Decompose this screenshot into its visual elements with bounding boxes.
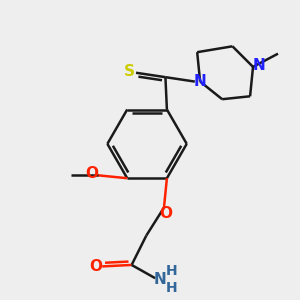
- Text: S: S: [124, 64, 135, 79]
- Text: H: H: [166, 281, 177, 296]
- Text: N: N: [153, 272, 166, 287]
- Text: H: H: [166, 264, 177, 278]
- Text: O: O: [85, 166, 98, 181]
- Text: N: N: [194, 74, 206, 89]
- Text: O: O: [89, 259, 102, 274]
- Text: N: N: [253, 58, 266, 73]
- Text: O: O: [159, 206, 172, 221]
